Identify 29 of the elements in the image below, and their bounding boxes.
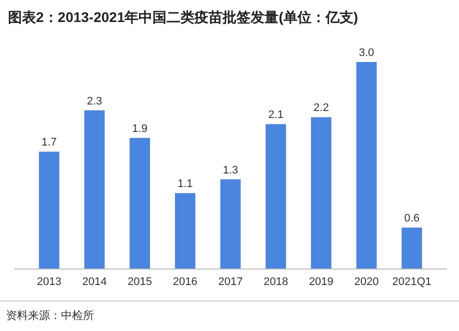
data-label: 1.3 — [222, 164, 238, 176]
x-tick-label: 2017 — [218, 276, 243, 288]
x-tick-label: 2015 — [128, 276, 152, 288]
data-label: 1.7 — [41, 136, 57, 149]
bar — [220, 179, 241, 269]
bar — [310, 117, 332, 269]
x-tick-label: 2020 — [354, 276, 379, 288]
x-tick-label: 2016 — [172, 276, 198, 288]
x-tick-label: 2013 — [36, 276, 62, 288]
bar — [266, 124, 286, 269]
data-label: 0.6 — [404, 212, 420, 225]
bar — [38, 152, 60, 269]
data-label: 2.1 — [268, 109, 284, 122]
x-tick-label: 2018 — [264, 276, 288, 288]
bar — [356, 62, 377, 269]
data-label: 1.1 — [178, 178, 193, 190]
chart-title: 图表2：2013-2021年中国二类疫苗批签发量(单位：亿支) — [8, 9, 358, 25]
bar — [130, 138, 150, 269]
data-label: 3.0 — [358, 47, 374, 59]
x-tick-label: 2014 — [82, 276, 107, 288]
bar — [174, 193, 196, 269]
data-label: 2.3 — [86, 95, 102, 108]
bar — [84, 110, 105, 269]
bar — [402, 228, 422, 269]
data-label: 1.9 — [132, 122, 148, 135]
x-tick-label: 2021Q1 — [392, 276, 432, 288]
x-tick-label: 2019 — [308, 276, 334, 288]
text: 资料来源：中检所 — [6, 309, 94, 322]
data-label: 2.2 — [314, 102, 329, 114]
